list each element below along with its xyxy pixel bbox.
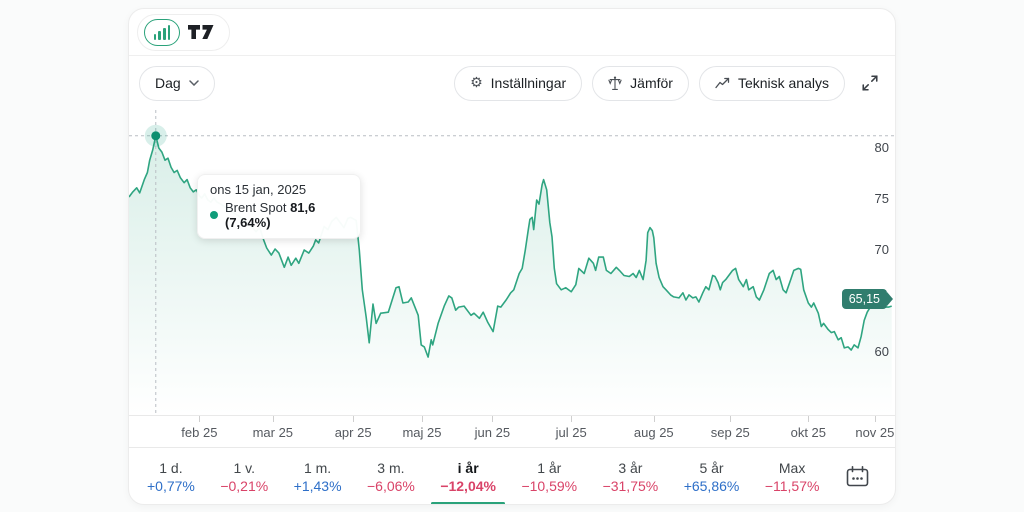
period-button-1m[interactable]: 1 m. +1,43% <box>290 448 346 505</box>
x-axis-label: jul 25 <box>555 425 587 440</box>
period-label: 1 m. <box>303 459 332 476</box>
period-button-1år[interactable]: 1 år −10,59% <box>517 448 581 505</box>
expand-icon[interactable] <box>861 74 879 92</box>
period-change: −6,06% <box>366 477 415 494</box>
tradingview-logo-icon <box>188 25 214 39</box>
chart-canvas[interactable] <box>129 110 894 415</box>
period-change: −12,04% <box>440 477 496 494</box>
x-axis-label: mar 25 <box>252 425 294 440</box>
x-axis-tick <box>272 416 274 422</box>
widget-header <box>129 9 895 56</box>
x-axis: feb 25 mar 25 apr 25 maj 25 jun 25 jul 25 aug … <box>129 415 895 447</box>
y-axis-label: 75 <box>874 191 889 206</box>
x-axis-label: maj 25 <box>402 425 442 440</box>
period-button-3år[interactable]: 3 år −31,75% <box>599 448 663 505</box>
period-button-3m[interactable]: 3 m. −6,06% <box>363 448 419 505</box>
y-axis-label: 80 <box>874 140 889 155</box>
x-axis-label: nov 25 <box>855 425 895 440</box>
chart-widget-card: Dag ⚙ Inställningar Jämför <box>128 8 896 505</box>
period-selector: 1 d. +0,77% 1 v. −0,21% 1 m. +1,43% 3 m. −6,06%… <box>129 447 895 505</box>
technical-analysis-label: Teknisk analys <box>737 75 829 91</box>
period-change: −31,75% <box>602 477 659 494</box>
series-dot-icon <box>210 211 218 219</box>
calendar-icon <box>847 466 869 487</box>
x-axis-tick <box>874 416 876 422</box>
period-button-iår[interactable]: i år −12,04% <box>436 448 500 505</box>
x-axis-tick <box>730 416 732 422</box>
x-axis-label: feb 25 <box>181 425 218 440</box>
trend-line-icon <box>715 77 730 89</box>
x-axis-tick <box>421 416 423 422</box>
period-change: +65,86% <box>683 477 740 494</box>
period-button-1d[interactable]: 1 d. +0,77% <box>143 448 199 505</box>
x-axis-tick <box>653 416 655 422</box>
hover-marker-dot <box>151 131 161 141</box>
x-axis-tick <box>353 416 355 422</box>
y-axis-label: 70 <box>874 242 889 257</box>
period-label: 1 d. <box>159 459 183 476</box>
area-style-toggle-icon[interactable] <box>144 18 180 46</box>
period-change: −10,59% <box>521 477 578 494</box>
tooltip-date: ons 15 jan, 2025 <box>210 182 307 197</box>
last-price-badge: 65,15 <box>841 289 894 310</box>
period-button-5år[interactable]: 5 år +65,86% <box>680 448 744 505</box>
x-axis-tick <box>571 416 573 422</box>
period-label: 3 år <box>618 459 643 476</box>
gear-icon: ⚙ <box>470 75 483 91</box>
period-change: +1,43% <box>293 477 342 494</box>
y-axis-label: 60 <box>874 344 889 359</box>
x-axis-label: jun 25 <box>474 425 511 440</box>
period-label: 1 år <box>537 459 562 476</box>
period-change: +0,77% <box>147 477 195 494</box>
x-axis-label: apr 25 <box>334 425 372 440</box>
period-change: −11,57% <box>764 477 820 494</box>
x-axis-label: okt 25 <box>790 425 827 440</box>
chevron-down-icon <box>188 80 199 86</box>
compare-button[interactable]: Jämför <box>592 65 689 101</box>
settings-button[interactable]: ⚙ Inställningar <box>454 65 583 101</box>
price-chart[interactable]: 80 75 70 60 65,15 ons 15 jan, 2025 Brent Sp… <box>129 110 895 415</box>
period-label: 5 år <box>699 459 724 476</box>
interval-dropdown[interactable]: Dag <box>139 65 215 101</box>
x-axis-tick <box>808 416 810 422</box>
period-button-Max[interactable]: Max −11,57% <box>761 448 824 505</box>
compare-label: Jämför <box>630 75 673 91</box>
period-label: 1 v. <box>233 459 256 476</box>
period-label: 3 m. <box>377 459 405 476</box>
x-axis-tick <box>199 416 201 422</box>
period-button-1v[interactable]: 1 v. −0,21% <box>216 448 272 505</box>
period-label: i år <box>457 459 479 476</box>
compare-scales-icon <box>608 76 622 90</box>
x-axis-label: sep 25 <box>710 425 750 440</box>
chart-toolbar: Dag ⚙ Inställningar Jämför <box>129 56 895 110</box>
x-axis-label: aug 25 <box>633 425 674 440</box>
tooltip-series-row: Brent Spot 81,6 (7,64%) <box>225 200 316 230</box>
period-change: −0,21% <box>220 477 269 494</box>
x-axis-tick <box>492 416 494 422</box>
technical-analysis-button[interactable]: Teknisk analys <box>698 65 845 101</box>
chart-tooltip: ons 15 jan, 2025 Brent Spot 81,6 (7,64%) <box>197 174 361 239</box>
period-label: Max <box>778 459 806 476</box>
area-fill <box>129 135 892 415</box>
calendar-button[interactable] <box>841 460 875 494</box>
logo-pill[interactable] <box>137 13 230 51</box>
interval-label: Dag <box>155 75 181 91</box>
toolbar-right-group: ⚙ Inställningar Jämför <box>454 65 879 101</box>
settings-label: Inställningar <box>490 75 567 91</box>
